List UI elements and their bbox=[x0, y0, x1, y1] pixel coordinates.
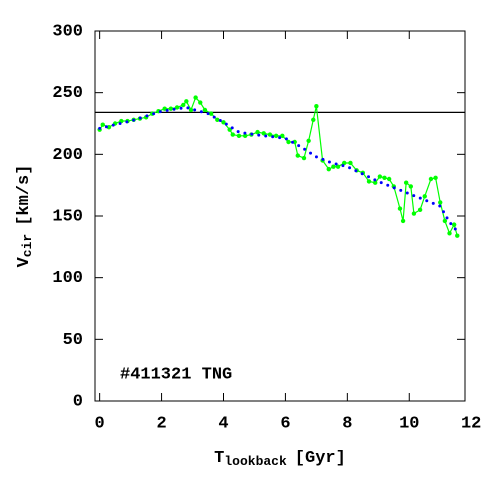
data-point bbox=[417, 207, 423, 213]
data-point bbox=[433, 175, 438, 180]
smooth-line bbox=[98, 105, 461, 235]
data-point bbox=[442, 218, 448, 224]
data-point bbox=[227, 127, 232, 132]
data-point bbox=[447, 231, 452, 236]
x-label-rest: [Gyr] bbox=[295, 449, 346, 468]
y-tick-label: 0 bbox=[73, 392, 83, 411]
y-axis-label: Vcir [km/s] bbox=[15, 165, 35, 268]
plot-frame bbox=[94, 30, 466, 402]
data-point bbox=[188, 107, 194, 113]
data-point bbox=[230, 132, 235, 137]
data-point bbox=[202, 107, 208, 113]
data-point bbox=[236, 133, 242, 139]
data-point bbox=[422, 194, 427, 199]
data-point bbox=[386, 176, 392, 182]
data-point bbox=[306, 138, 311, 143]
data-point bbox=[174, 105, 180, 110]
data-point bbox=[273, 133, 279, 139]
x-tick-label: 10 bbox=[399, 414, 419, 433]
x-tick-label: 8 bbox=[342, 414, 352, 433]
annotation: #411321 TNG bbox=[120, 365, 232, 384]
data-point bbox=[193, 95, 198, 100]
data-line bbox=[99, 96, 458, 236]
data-point bbox=[335, 164, 341, 169]
x-label-sub: lookback bbox=[224, 454, 287, 469]
data-point bbox=[400, 218, 406, 224]
data-point bbox=[261, 131, 266, 136]
data-point bbox=[106, 125, 112, 130]
data-point bbox=[382, 175, 387, 180]
x-label-main: T bbox=[214, 449, 224, 468]
y-tick-label: 300 bbox=[52, 22, 83, 41]
data-point bbox=[373, 180, 378, 185]
x-axis-label: Tlookback [Gyr] bbox=[214, 449, 346, 469]
data-point bbox=[208, 111, 214, 116]
x-tick-label: 0 bbox=[95, 414, 105, 433]
data-point bbox=[184, 99, 189, 104]
data-point bbox=[408, 184, 414, 189]
data-point bbox=[326, 166, 331, 172]
y-tick-label: 250 bbox=[52, 84, 83, 103]
y-tick-label: 50 bbox=[63, 331, 83, 350]
data-point bbox=[331, 164, 336, 169]
data-point bbox=[100, 122, 105, 127]
data-point bbox=[397, 206, 403, 211]
data-point bbox=[348, 160, 353, 166]
data-point bbox=[215, 117, 220, 123]
y-tick-label: 100 bbox=[52, 269, 83, 288]
data-point bbox=[286, 139, 291, 145]
data-point bbox=[162, 106, 167, 111]
data-point bbox=[242, 133, 248, 139]
y-tick-label: 200 bbox=[52, 146, 83, 165]
data-point bbox=[366, 179, 372, 184]
data-point bbox=[342, 160, 347, 166]
data-point bbox=[455, 233, 460, 238]
data-point bbox=[255, 129, 260, 135]
data-point bbox=[451, 222, 457, 227]
y-label-main: V bbox=[15, 256, 34, 267]
data-point bbox=[181, 102, 186, 108]
data-point bbox=[295, 153, 301, 158]
x-tick-label: 4 bbox=[218, 414, 228, 433]
x-tick-label: 2 bbox=[156, 414, 166, 433]
data-point bbox=[438, 200, 443, 205]
y-label-sub: cir bbox=[20, 234, 35, 257]
y-tick-label: 150 bbox=[52, 207, 83, 226]
y-label-rest: [km/s] bbox=[15, 165, 34, 226]
data-point bbox=[314, 104, 319, 109]
x-tick-label: 6 bbox=[280, 414, 290, 433]
x-tick-label: 12 bbox=[461, 414, 481, 433]
data-point bbox=[301, 155, 307, 161]
data-point bbox=[403, 180, 409, 185]
data-point bbox=[198, 100, 203, 105]
data-point bbox=[377, 174, 383, 179]
data-point bbox=[411, 211, 417, 216]
data-point bbox=[267, 132, 273, 137]
data-point bbox=[311, 117, 316, 123]
data-point bbox=[168, 106, 174, 111]
data-point bbox=[280, 133, 285, 139]
data-point bbox=[428, 176, 434, 182]
data-point bbox=[221, 120, 226, 125]
